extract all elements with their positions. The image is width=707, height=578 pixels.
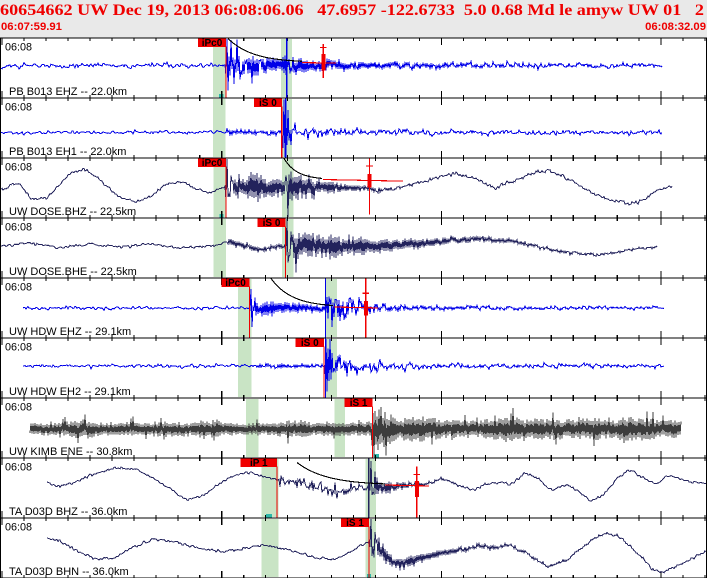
- svg-text:06:08: 06:08: [5, 102, 32, 114]
- svg-text:PB B013 EHZ -- 22.0km: PB B013 EHZ -- 22.0km: [9, 86, 127, 98]
- svg-text:06:08: 06:08: [5, 522, 32, 534]
- svg-text:PB B013 EH1 -- 22.0km: PB B013 EH1 -- 22.0km: [9, 146, 126, 158]
- svg-text:iPc0: iPc0: [225, 278, 246, 289]
- svg-text:iP 1: iP 1: [250, 458, 268, 469]
- svg-text:iS 1: iS 1: [350, 398, 368, 409]
- svg-text:iS 0: iS 0: [263, 218, 281, 229]
- svg-text:UW DOSE.BHE -- 22.5km: UW DOSE.BHE -- 22.5km: [9, 266, 137, 278]
- svg-text:UW DOSE.BHZ -- 22.5km: UW DOSE.BHZ -- 22.5km: [9, 206, 136, 218]
- svg-text:UW HDW EH2 -- 29.1km: UW HDW EH2 -- 29.1km: [9, 386, 131, 398]
- svg-text:iS 0: iS 0: [259, 98, 277, 109]
- svg-text:iPc0: iPc0: [202, 158, 223, 169]
- svg-text:iS 0: iS 0: [301, 338, 319, 349]
- svg-text:06:08: 06:08: [5, 282, 32, 294]
- svg-text:06:08:32.09: 06:08:32.09: [645, 21, 706, 33]
- svg-text:TA D03D BHN -- 36.0km: TA D03D BHN -- 36.0km: [9, 566, 129, 578]
- svg-text:06:08: 06:08: [5, 222, 32, 234]
- svg-text:06:08: 06:08: [5, 342, 32, 354]
- svg-text:UW KIMB ENE -- 30.8km: UW KIMB ENE -- 30.8km: [9, 446, 132, 458]
- svg-text:iPc0: iPc0: [202, 38, 223, 49]
- svg-text:06:08: 06:08: [5, 42, 32, 54]
- svg-text:TA D03D BHZ -- 36.0km: TA D03D BHZ -- 36.0km: [9, 506, 127, 518]
- svg-text:UW HDW EHZ -- 29.1km: UW HDW EHZ -- 29.1km: [9, 326, 131, 338]
- svg-text:06:08: 06:08: [5, 462, 32, 474]
- svg-text:06:08: 06:08: [5, 162, 32, 174]
- svg-text:06:07:59.91: 06:07:59.91: [1, 21, 62, 33]
- svg-text:60654662 UW Dec 19, 2013 06:08: 60654662 UW Dec 19, 2013 06:08:06.06 47.…: [0, 2, 704, 19]
- svg-text:iS 1: iS 1: [346, 518, 364, 529]
- svg-text:06:08: 06:08: [5, 402, 32, 414]
